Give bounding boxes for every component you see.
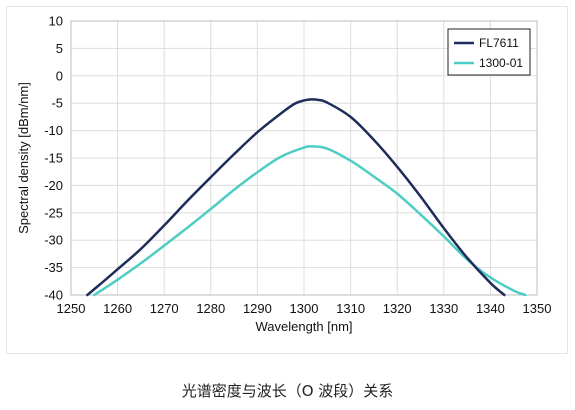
x-tick-label: 1340 [476,301,505,316]
x-tick-label: 1260 [103,301,132,316]
legend: FL7611 1300-01 [447,28,531,76]
x-tick-label: 1310 [336,301,365,316]
x-tick-label: 1270 [150,301,179,316]
y-tick-label: 5 [56,41,63,56]
legend-label-1300-01: 1300-01 [479,56,523,70]
chart-frame: 1250 1260 1270 1280 1290 1300 1310 1320 1330 1340… [6,6,568,354]
y-tick-label: 10 [49,14,63,29]
x-tick-label: 1290 [243,301,272,316]
series-line-fl7611 [86,98,506,297]
series-lines [86,98,527,297]
y-tick-label: -20 [44,178,63,193]
y-tick-label: -15 [44,151,63,166]
tick-labels: 1250 1260 1270 1280 1290 1300 1310 1320 1330 1340… [44,14,551,317]
y-tick-label: -35 [44,260,63,275]
x-tick-label: 1250 [57,301,86,316]
y-tick-label: -5 [51,96,63,111]
y-tick-label: -30 [44,233,63,248]
x-tick-label: 1300 [290,301,319,316]
x-tick-label: 1280 [196,301,225,316]
x-axis-label: Wavelength [nm] [255,319,352,334]
y-tick-label: 0 [56,68,63,83]
plot-area-border [70,20,538,296]
legend-box [447,28,531,76]
series-line-1300-01 [93,145,527,297]
x-tick-label: 1320 [383,301,412,316]
spectral-density-chart: 1250 1260 1270 1280 1290 1300 1310 1320 1330 1340… [16,14,551,335]
y-tick-label: -25 [44,205,63,220]
legend-label-fl7611: FL7611 [479,36,519,50]
y-axis-label: Spectral density [dBm/nm] [16,82,31,234]
y-tick-label: -40 [44,288,63,303]
x-tick-label: 1330 [429,301,458,316]
x-tick-label: 1350 [523,301,552,316]
figure-caption: 光谱密度与波长（O 波段）关系 [181,382,394,400]
y-tick-label: -10 [44,123,63,138]
